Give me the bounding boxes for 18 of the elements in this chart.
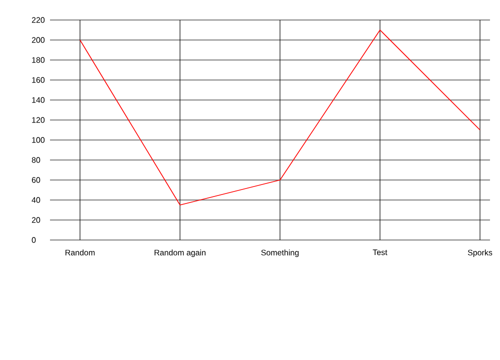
y-tick-label: 20 — [32, 217, 40, 223]
x-tick-label: Something — [261, 250, 299, 257]
y-tick-label: 0 — [32, 237, 36, 243]
x-tick-label: Sporks — [468, 250, 492, 257]
y-tick-label: 200 — [32, 37, 45, 43]
x-tick-label: Test — [372, 250, 388, 256]
y-tick-label: 40 — [32, 197, 40, 203]
y-tick-label: 100 — [32, 137, 45, 143]
x-tick-label: Random — [66, 250, 95, 256]
y-tick-label: 60 — [32, 177, 40, 183]
y-tick-label: 80 — [32, 157, 40, 163]
line-series — [80, 30, 480, 206]
y-tick-label: 220 — [32, 17, 45, 23]
y-tick-label: 180 — [32, 57, 45, 63]
y-tick-label: 140 — [32, 97, 45, 103]
y-tick-label: 160 — [32, 77, 45, 83]
y-tick-label: 120 — [32, 117, 45, 123]
x-tick-label: Random again — [154, 250, 206, 257]
